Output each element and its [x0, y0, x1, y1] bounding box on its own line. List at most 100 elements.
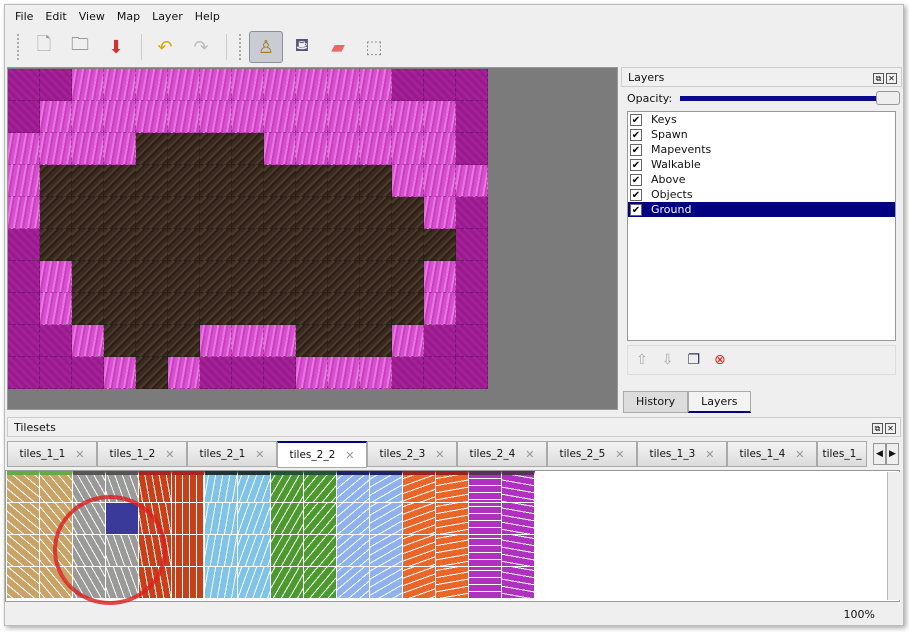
- map-tile[interactable]: [8, 197, 40, 229]
- move-down-icon[interactable]: ⇩: [661, 352, 674, 368]
- tileset-tile[interactable]: [337, 567, 370, 599]
- duplicate-icon[interactable]: ❐: [687, 352, 701, 368]
- map-tile[interactable]: [104, 293, 136, 325]
- map-tile[interactable]: [168, 293, 200, 325]
- tileset-tab[interactable]: tiles_1_2 ✕: [97, 441, 187, 467]
- tileset-tile[interactable]: [403, 503, 436, 535]
- map-tile[interactable]: [8, 325, 40, 357]
- map-tile[interactable]: [424, 229, 456, 261]
- map-tile[interactable]: [232, 325, 264, 357]
- tileset-tile[interactable]: [469, 471, 502, 503]
- map-tile[interactable]: [200, 133, 232, 165]
- layer-item[interactable]: ✔ Walkable: [628, 157, 895, 172]
- map-tile[interactable]: [264, 357, 296, 389]
- layer-item[interactable]: ✔ Spawn: [628, 127, 895, 142]
- map-tile[interactable]: [72, 293, 104, 325]
- map-tile[interactable]: [232, 69, 264, 101]
- menu-layer[interactable]: Layer: [152, 9, 183, 23]
- map-tile[interactable]: [296, 293, 328, 325]
- layer-item[interactable]: ✔ Objects: [628, 187, 895, 202]
- map-tile[interactable]: [424, 357, 456, 389]
- map-tile[interactable]: [104, 69, 136, 101]
- map-tile[interactable]: [200, 101, 232, 133]
- map-tile[interactable]: [8, 133, 40, 165]
- map-tile[interactable]: [264, 229, 296, 261]
- close-tab-icon[interactable]: ✕: [165, 447, 175, 461]
- tileset-tile[interactable]: [7, 503, 40, 535]
- map-tile[interactable]: [200, 197, 232, 229]
- slider-handle[interactable]: [876, 90, 901, 105]
- map-tile[interactable]: [296, 229, 328, 261]
- map-tile[interactable]: [136, 197, 168, 229]
- map-tile[interactable]: [8, 357, 40, 389]
- menu-view[interactable]: View: [78, 9, 105, 23]
- tileset-tile[interactable]: [172, 471, 205, 503]
- save-button[interactable]: ⬇: [99, 31, 133, 63]
- map-tile[interactable]: [296, 133, 328, 165]
- tileset-tile[interactable]: [205, 471, 238, 503]
- map-tile[interactable]: [72, 325, 104, 357]
- tileset-tile[interactable]: [469, 503, 502, 535]
- map-tile[interactable]: [264, 133, 296, 165]
- tileset-tile[interactable]: [502, 567, 535, 599]
- map-tile[interactable]: [296, 357, 328, 389]
- scroll-right-icon[interactable]: ▶: [886, 443, 899, 465]
- map-tile[interactable]: [40, 197, 72, 229]
- menu-edit[interactable]: Edit: [45, 9, 67, 23]
- scroll-left-icon[interactable]: ◀: [873, 443, 886, 465]
- map-canvas[interactable]: [7, 67, 618, 410]
- tileset-tile[interactable]: [469, 567, 502, 599]
- tileset-tile[interactable]: [238, 503, 271, 535]
- close-tab-icon[interactable]: ✕: [705, 447, 715, 461]
- map-tile[interactable]: [104, 133, 136, 165]
- map-tile[interactable]: [232, 101, 264, 133]
- tileset-tile[interactable]: [304, 471, 337, 503]
- map-tile[interactable]: [40, 69, 72, 101]
- map-tile[interactable]: [392, 325, 424, 357]
- map-tile[interactable]: [168, 165, 200, 197]
- float-icon[interactable]: ⧉: [873, 72, 884, 84]
- map-tile[interactable]: [232, 293, 264, 325]
- tileset-tile[interactable]: [337, 503, 370, 535]
- tileset-tile[interactable]: [370, 503, 403, 535]
- visibility-checkbox[interactable]: ✔: [630, 203, 642, 216]
- tileset-tile[interactable]: [403, 567, 436, 599]
- tab-layers[interactable]: Layers: [688, 391, 751, 413]
- close-tab-icon[interactable]: ✕: [435, 447, 445, 461]
- map-tile[interactable]: [8, 165, 40, 197]
- map-tile[interactable]: [328, 101, 360, 133]
- map-tile[interactable]: [72, 101, 104, 133]
- map-tile[interactable]: [328, 357, 360, 389]
- tileset-tab[interactable]: tiles_1_3 ✕: [637, 441, 727, 467]
- map-tile[interactable]: [360, 229, 392, 261]
- tileset-tab[interactable]: tiles_2_2 ✕: [277, 441, 367, 468]
- tileset-tile[interactable]: [205, 535, 238, 567]
- map-tile[interactable]: [104, 101, 136, 133]
- map-tile[interactable]: [168, 229, 200, 261]
- map-tile[interactable]: [136, 261, 168, 293]
- map-tile[interactable]: [104, 357, 136, 389]
- layer-item[interactable]: ✔ Above: [628, 172, 895, 187]
- map-tile[interactable]: [328, 165, 360, 197]
- close-tab-icon[interactable]: ✕: [255, 447, 265, 461]
- map-tile[interactable]: [456, 229, 488, 261]
- tileset-tile[interactable]: [370, 471, 403, 503]
- tileset-tab[interactable]: tiles_2_5 ✕: [547, 441, 637, 467]
- map-tile[interactable]: [168, 69, 200, 101]
- map-tile[interactable]: [360, 293, 392, 325]
- tileset-tile[interactable]: [403, 535, 436, 567]
- map-tile[interactable]: [424, 293, 456, 325]
- map-tile[interactable]: [392, 229, 424, 261]
- undo-button[interactable]: ↶: [148, 31, 182, 63]
- map-tile[interactable]: [392, 261, 424, 293]
- map-tile[interactable]: [40, 101, 72, 133]
- map-tile[interactable]: [200, 229, 232, 261]
- map-tile[interactable]: [232, 197, 264, 229]
- menu-map[interactable]: Map: [116, 9, 141, 23]
- tileset-tile[interactable]: [370, 567, 403, 599]
- tileset-tab[interactable]: tiles_2_4 ✕: [457, 441, 547, 467]
- map-tile[interactable]: [456, 197, 488, 229]
- map-tile[interactable]: [40, 165, 72, 197]
- map-tile[interactable]: [264, 261, 296, 293]
- tileset-tile[interactable]: [502, 471, 535, 503]
